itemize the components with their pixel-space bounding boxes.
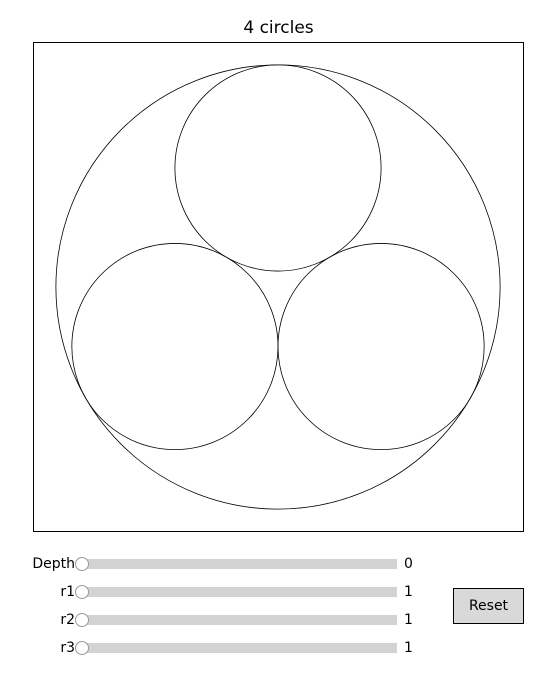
circle-left xyxy=(71,243,279,450)
slider-r3: r3 1 xyxy=(0,636,420,660)
reset-button[interactable]: Reset xyxy=(453,588,524,624)
slider-r2: r2 1 xyxy=(0,608,420,632)
slider-r3-track[interactable] xyxy=(82,643,397,653)
slider-r2-knob[interactable] xyxy=(75,613,89,627)
slider-depth: Depth 0 xyxy=(0,552,420,576)
slider-depth-label: Depth xyxy=(32,556,75,572)
slider-r3-value: 1 xyxy=(404,640,413,656)
slider-r3-label: r3 xyxy=(60,640,75,656)
slider-r2-track[interactable] xyxy=(82,615,397,625)
slider-r1: r1 1 xyxy=(0,580,420,604)
slider-depth-knob[interactable] xyxy=(75,557,89,571)
circle-right xyxy=(277,243,485,450)
slider-r1-label: r1 xyxy=(60,584,75,600)
slider-r2-label: r2 xyxy=(60,612,75,628)
slider-r1-track[interactable] xyxy=(82,587,397,597)
plot-area[interactable] xyxy=(33,42,524,532)
slider-r1-knob[interactable] xyxy=(75,585,89,599)
circle-canvas xyxy=(55,64,501,510)
circle-outer xyxy=(55,64,501,510)
slider-r1-value: 1 xyxy=(404,584,413,600)
slider-depth-track[interactable] xyxy=(82,559,397,569)
plot-title: 4 circles xyxy=(243,18,314,38)
slider-r2-value: 1 xyxy=(404,612,413,628)
slider-depth-value: 0 xyxy=(404,556,413,572)
circle-top xyxy=(174,64,382,272)
slider-r3-knob[interactable] xyxy=(75,641,89,655)
